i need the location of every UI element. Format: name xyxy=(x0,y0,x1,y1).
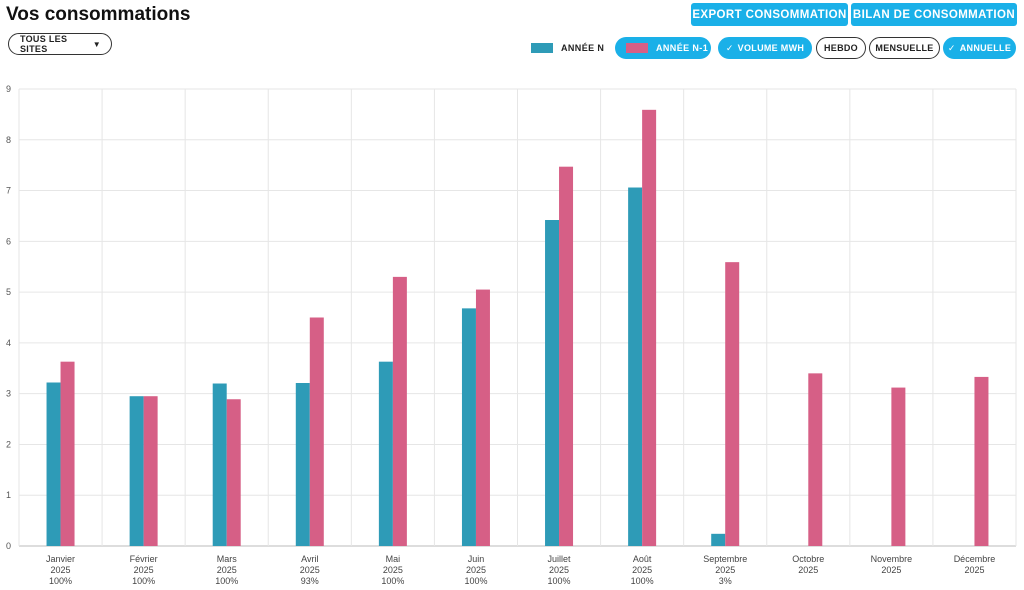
y-tick-label: 9 xyxy=(6,84,11,94)
check-icon: ✓ xyxy=(725,42,734,53)
bar-annee-n: ANNÉE N Août: 7.06 xyxy=(628,187,643,546)
legend-annee-n[interactable]: ANNÉE N xyxy=(531,37,611,59)
x-tick-label-completeness: 100% xyxy=(464,576,487,586)
x-tick-label-year: 2025 xyxy=(549,565,569,575)
filter-mensuelle-label: MENSUELLE xyxy=(875,43,934,53)
x-tick-label-year: 2025 xyxy=(715,565,735,575)
y-tick-label: 2 xyxy=(6,439,11,449)
legend-annee-n1[interactable]: ANNÉE N-1 xyxy=(615,37,711,59)
x-tick-label-month: Avril xyxy=(301,554,318,564)
y-tick-label: 8 xyxy=(6,135,11,145)
bar-annee-n: ANNÉE N Février: 2.95 xyxy=(129,396,144,546)
filter-annuelle[interactable]: ✓ ANNUELLE xyxy=(943,37,1016,59)
bar-annee-n1: ANNÉE N-1 Novembre: 3.12 xyxy=(891,387,906,546)
x-tick-label-month: Novembre xyxy=(871,554,913,564)
bar-annee-n: ANNÉE N Mars: 3.2 xyxy=(212,383,227,546)
bar-annee-n: ANNÉE N Juin: 4.68 xyxy=(461,308,476,546)
filter-mensuelle[interactable]: MENSUELLE xyxy=(869,37,940,59)
x-tick-label-completeness: 93% xyxy=(301,576,319,586)
bar-annee-n1: ANNÉE N-1 Décembre: 3.33 xyxy=(974,376,989,546)
bar-annee-n1: ANNÉE N-1 Juin: 5.05 xyxy=(475,289,490,546)
bar-annee-n1: ANNÉE N-1 Février: 2.95 xyxy=(143,396,158,546)
bilan-consommation-button[interactable]: BILAN DE CONSOMMATION xyxy=(851,3,1017,26)
bar-annee-n1: ANNÉE N-1 Août: 8.59 xyxy=(642,109,657,546)
x-tick-label-year: 2025 xyxy=(798,565,818,575)
x-tick-label-year: 2025 xyxy=(964,565,984,575)
x-tick-label-year: 2025 xyxy=(134,565,154,575)
x-tick-label-year: 2025 xyxy=(632,565,652,575)
x-tick-label-year: 2025 xyxy=(300,565,320,575)
y-tick-label: 7 xyxy=(6,186,11,196)
check-icon: ✓ xyxy=(947,42,956,53)
x-tick-label-completeness: 100% xyxy=(548,576,571,586)
x-tick-label-year: 2025 xyxy=(881,565,901,575)
x-tick-label-month: Janvier xyxy=(46,554,75,564)
x-tick-label-year: 2025 xyxy=(383,565,403,575)
export-consommation-button[interactable]: EXPORT CONSOMMATION xyxy=(691,3,848,26)
x-tick-label-completeness: 100% xyxy=(49,576,72,586)
y-tick-label: 3 xyxy=(6,389,11,399)
x-tick-label-month: Juillet xyxy=(548,554,572,564)
bar-annee-n1: ANNÉE N-1 Octobre: 3.4 xyxy=(808,373,823,546)
bar-annee-n1: ANNÉE N-1 Janvier: 3.63 xyxy=(60,361,75,546)
x-tick-label-year: 2025 xyxy=(466,565,486,575)
x-tick-label-month: Février xyxy=(130,554,158,564)
x-tick-label-month: Mars xyxy=(217,554,237,564)
bar-annee-n1: ANNÉE N-1 Mars: 2.89 xyxy=(226,399,241,546)
filter-volume-label: VOLUME MWH xyxy=(737,43,805,53)
x-tick-label-completeness: 3% xyxy=(719,576,732,586)
caret-down-icon: ▼ xyxy=(92,39,101,49)
filter-hebdo-label: HEBDO xyxy=(823,43,858,53)
bar-annee-n: ANNÉE N Juillet: 6.42 xyxy=(545,220,560,547)
x-tick-label-completeness: 100% xyxy=(132,576,155,586)
x-tick-label-year: 2025 xyxy=(217,565,237,575)
bar-annee-n1: ANNÉE N-1 Mai: 5.3 xyxy=(392,276,407,546)
bar-annee-n1: ANNÉE N-1 Avril: 4.5 xyxy=(309,317,324,546)
y-tick-label: 5 xyxy=(6,287,11,297)
y-tick-label: 6 xyxy=(6,236,11,246)
y-tick-label: 0 xyxy=(6,541,11,551)
x-tick-label-completeness: 100% xyxy=(381,576,404,586)
bar-annee-n: ANNÉE N Janvier: 3.22 xyxy=(46,382,61,546)
bar-annee-n: ANNÉE N Mai: 3.63 xyxy=(378,361,393,546)
site-selector[interactable]: TOUS LES SITES ▼ xyxy=(8,33,112,55)
x-tick-label-month: Décembre xyxy=(954,554,996,564)
filter-annuelle-label: ANNUELLE xyxy=(959,43,1012,53)
site-selector-value: TOUS LES SITES xyxy=(20,34,68,54)
x-tick-label-month: Août xyxy=(633,554,652,564)
y-tick-label: 1 xyxy=(6,490,11,500)
x-tick-label-month: Septembre xyxy=(703,554,747,564)
x-tick-label-month: Octobre xyxy=(792,554,824,564)
legend-label-annee-n1: ANNÉE N-1 xyxy=(656,43,709,53)
x-tick-label-month: Mai xyxy=(386,554,401,564)
bar-annee-n1: ANNÉE N-1 Juillet: 7.47 xyxy=(559,166,574,546)
consumption-chart: 0 1 2 3 4 5 6 7 8 9 ANNÉE N Janvier: 3.22 ANNÉE N F… xyxy=(6,84,1017,586)
legend-swatch-annee-n xyxy=(531,43,553,53)
y-tick-label: 4 xyxy=(6,338,11,348)
x-tick-label-year: 2025 xyxy=(51,565,71,575)
x-tick-label-month: Juin xyxy=(468,554,485,564)
bar-annee-n: ANNÉE N Avril: 3.21 xyxy=(295,383,310,546)
bar-annee-n: ANNÉE N Septembre: 0.24 xyxy=(711,533,726,546)
filter-hebdo[interactable]: HEBDO xyxy=(816,37,866,59)
legend-label-annee-n: ANNÉE N xyxy=(561,43,605,53)
bar-annee-n1: ANNÉE N-1 Septembre: 5.59 xyxy=(725,262,740,546)
page-title: Vos consommations xyxy=(6,4,191,25)
x-tick-label-completeness: 100% xyxy=(631,576,654,586)
legend-swatch-annee-n1 xyxy=(626,43,648,53)
filter-volume-mwh[interactable]: ✓ VOLUME MWH xyxy=(718,37,812,59)
x-tick-label-completeness: 100% xyxy=(215,576,238,586)
